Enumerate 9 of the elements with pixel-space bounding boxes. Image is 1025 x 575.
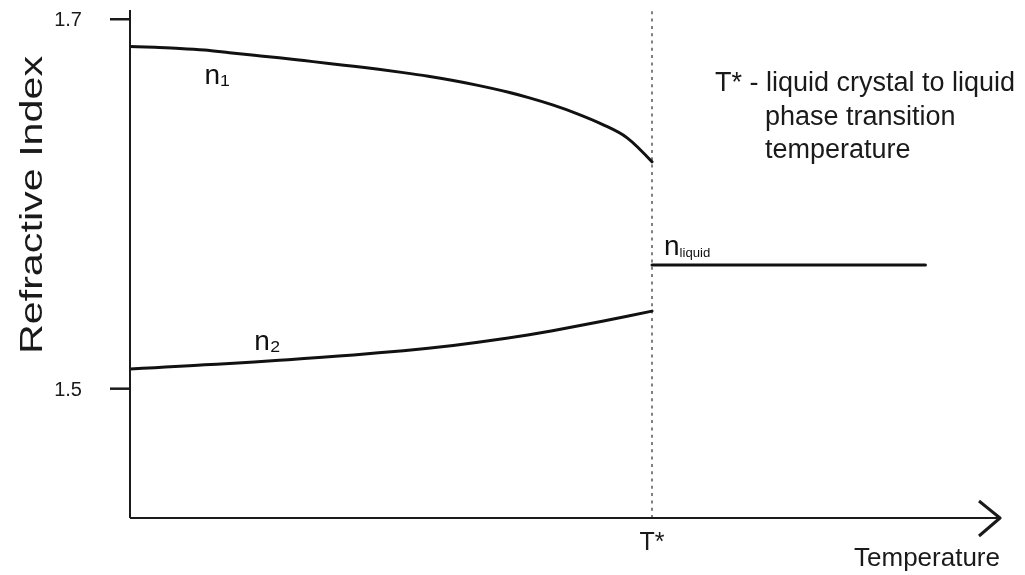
- y-axis-title: Refractive Index: [13, 55, 49, 355]
- x-tick-label: T*: [639, 526, 665, 555]
- x-axis-title: Temperature: [854, 542, 1000, 572]
- annotation: T* - liquid crystal to liquid phase transition temperature: [715, 66, 1016, 166]
- y-tick-label: 1.7: [54, 8, 82, 31]
- series-label: n$_{liquid}$: [664, 229, 711, 261]
- series-label: n₁: [204, 59, 230, 91]
- y-tick-label: 1.5: [54, 377, 82, 400]
- series-label: n₂: [254, 324, 281, 356]
